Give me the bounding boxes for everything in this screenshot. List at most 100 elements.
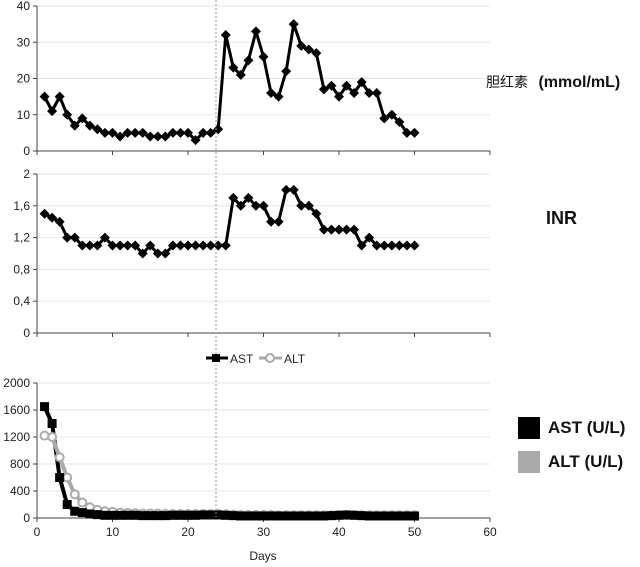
ast-swatch bbox=[518, 417, 540, 439]
data-point-ast bbox=[228, 511, 238, 521]
data-point bbox=[62, 109, 73, 120]
data-point-ast bbox=[183, 510, 193, 520]
data-point-ast bbox=[334, 510, 344, 520]
y-tick-label: 20 bbox=[17, 72, 31, 86]
data-point bbox=[160, 131, 171, 142]
data-point-ast bbox=[319, 511, 329, 521]
x-axis-label: Days bbox=[249, 549, 276, 563]
data-point-ast bbox=[138, 511, 148, 521]
data-point bbox=[198, 240, 209, 251]
data-point bbox=[183, 240, 193, 251]
data-point bbox=[137, 248, 148, 259]
data-point-ast bbox=[342, 510, 352, 520]
data-point bbox=[281, 66, 292, 77]
data-point bbox=[409, 127, 420, 138]
series-line-ast bbox=[42, 405, 415, 518]
data-point-ast bbox=[387, 511, 397, 521]
data-point bbox=[220, 240, 231, 251]
data-point bbox=[175, 127, 186, 138]
data-point bbox=[205, 127, 216, 138]
data-point-ast bbox=[77, 508, 87, 518]
data-point bbox=[47, 106, 58, 117]
y-tick-label: 1,2 bbox=[13, 231, 30, 245]
data-point bbox=[281, 184, 292, 195]
data-point-ast bbox=[70, 506, 80, 516]
data-point-ast bbox=[311, 511, 321, 521]
data-point-ast bbox=[243, 511, 253, 521]
y-tick-label: 0 bbox=[23, 326, 30, 340]
data-point-ast bbox=[123, 510, 133, 520]
data-point bbox=[115, 240, 126, 251]
data-point bbox=[167, 240, 178, 251]
data-point bbox=[84, 240, 95, 251]
y-tick-label: 0 bbox=[23, 144, 30, 158]
data-point-ast bbox=[364, 511, 374, 521]
x-tick-label: 50 bbox=[408, 525, 422, 539]
data-point bbox=[266, 216, 277, 227]
legend-ast: AST (U/L) bbox=[518, 417, 625, 439]
data-point bbox=[183, 127, 193, 138]
legend-label-alt: ALT bbox=[284, 352, 306, 366]
data-point bbox=[160, 248, 171, 259]
data-point bbox=[39, 91, 50, 102]
y-tick-label: 800 bbox=[10, 457, 30, 471]
data-point bbox=[198, 127, 209, 138]
data-point bbox=[364, 88, 375, 98]
data-point bbox=[205, 240, 216, 251]
data-point bbox=[349, 224, 360, 235]
data-point bbox=[273, 216, 284, 227]
y-tick-label: 10 bbox=[17, 108, 31, 122]
y-tick-label: 400 bbox=[10, 484, 30, 498]
data-point bbox=[258, 51, 269, 62]
data-point bbox=[62, 232, 73, 243]
data-point bbox=[258, 200, 269, 211]
data-point bbox=[303, 44, 314, 55]
data-point-ast bbox=[289, 511, 299, 521]
data-point-ast bbox=[198, 510, 208, 520]
data-point bbox=[356, 240, 367, 251]
data-point bbox=[250, 26, 261, 37]
data-point bbox=[152, 248, 163, 259]
x-tick-label: 0 bbox=[34, 525, 41, 539]
bilirubin-label-prefix: 胆红素 bbox=[486, 74, 528, 90]
data-point-ast bbox=[62, 500, 72, 509]
legend-alt: ALT (U/L) bbox=[518, 451, 623, 473]
data-point-ast bbox=[92, 510, 102, 520]
top-legend: AST ALT bbox=[206, 352, 306, 366]
data-point-alt bbox=[69, 489, 80, 500]
data-point bbox=[318, 84, 329, 95]
legend-marker-ast bbox=[212, 354, 220, 362]
data-point-alt bbox=[47, 432, 58, 442]
legend-marker-alt bbox=[265, 353, 275, 363]
data-point bbox=[122, 240, 133, 251]
y-tick-label: 1200 bbox=[3, 430, 30, 444]
data-point-ast bbox=[40, 402, 50, 412]
data-point bbox=[99, 232, 110, 243]
data-point bbox=[145, 131, 156, 142]
data-point bbox=[296, 40, 307, 51]
data-point bbox=[130, 127, 141, 138]
data-point bbox=[341, 80, 352, 91]
data-point-ast bbox=[402, 511, 412, 521]
data-point bbox=[107, 127, 118, 138]
data-point-ast bbox=[281, 511, 291, 521]
data-point bbox=[349, 88, 360, 98]
alt-legend-label: ALT (U/L) bbox=[548, 452, 624, 471]
data-point-ast bbox=[251, 511, 261, 521]
data-point bbox=[326, 80, 337, 91]
y-tick-label: 2000 bbox=[3, 376, 30, 390]
data-point-ast bbox=[259, 511, 268, 521]
y-tick-label: 40 bbox=[17, 0, 31, 13]
data-point bbox=[356, 77, 367, 88]
data-point bbox=[130, 240, 141, 251]
data-point-ast bbox=[55, 473, 65, 482]
data-point bbox=[235, 69, 246, 80]
data-point bbox=[394, 117, 405, 127]
data-point-ast bbox=[296, 511, 306, 521]
y-tick-label: 30 bbox=[17, 35, 31, 49]
inr-panel: 0 0,4 0,8 1,2 1,6 2 bbox=[13, 167, 491, 340]
x-tick-label: 30 bbox=[257, 525, 271, 539]
inr-axis-label: INR bbox=[546, 208, 577, 228]
data-point bbox=[137, 127, 148, 138]
